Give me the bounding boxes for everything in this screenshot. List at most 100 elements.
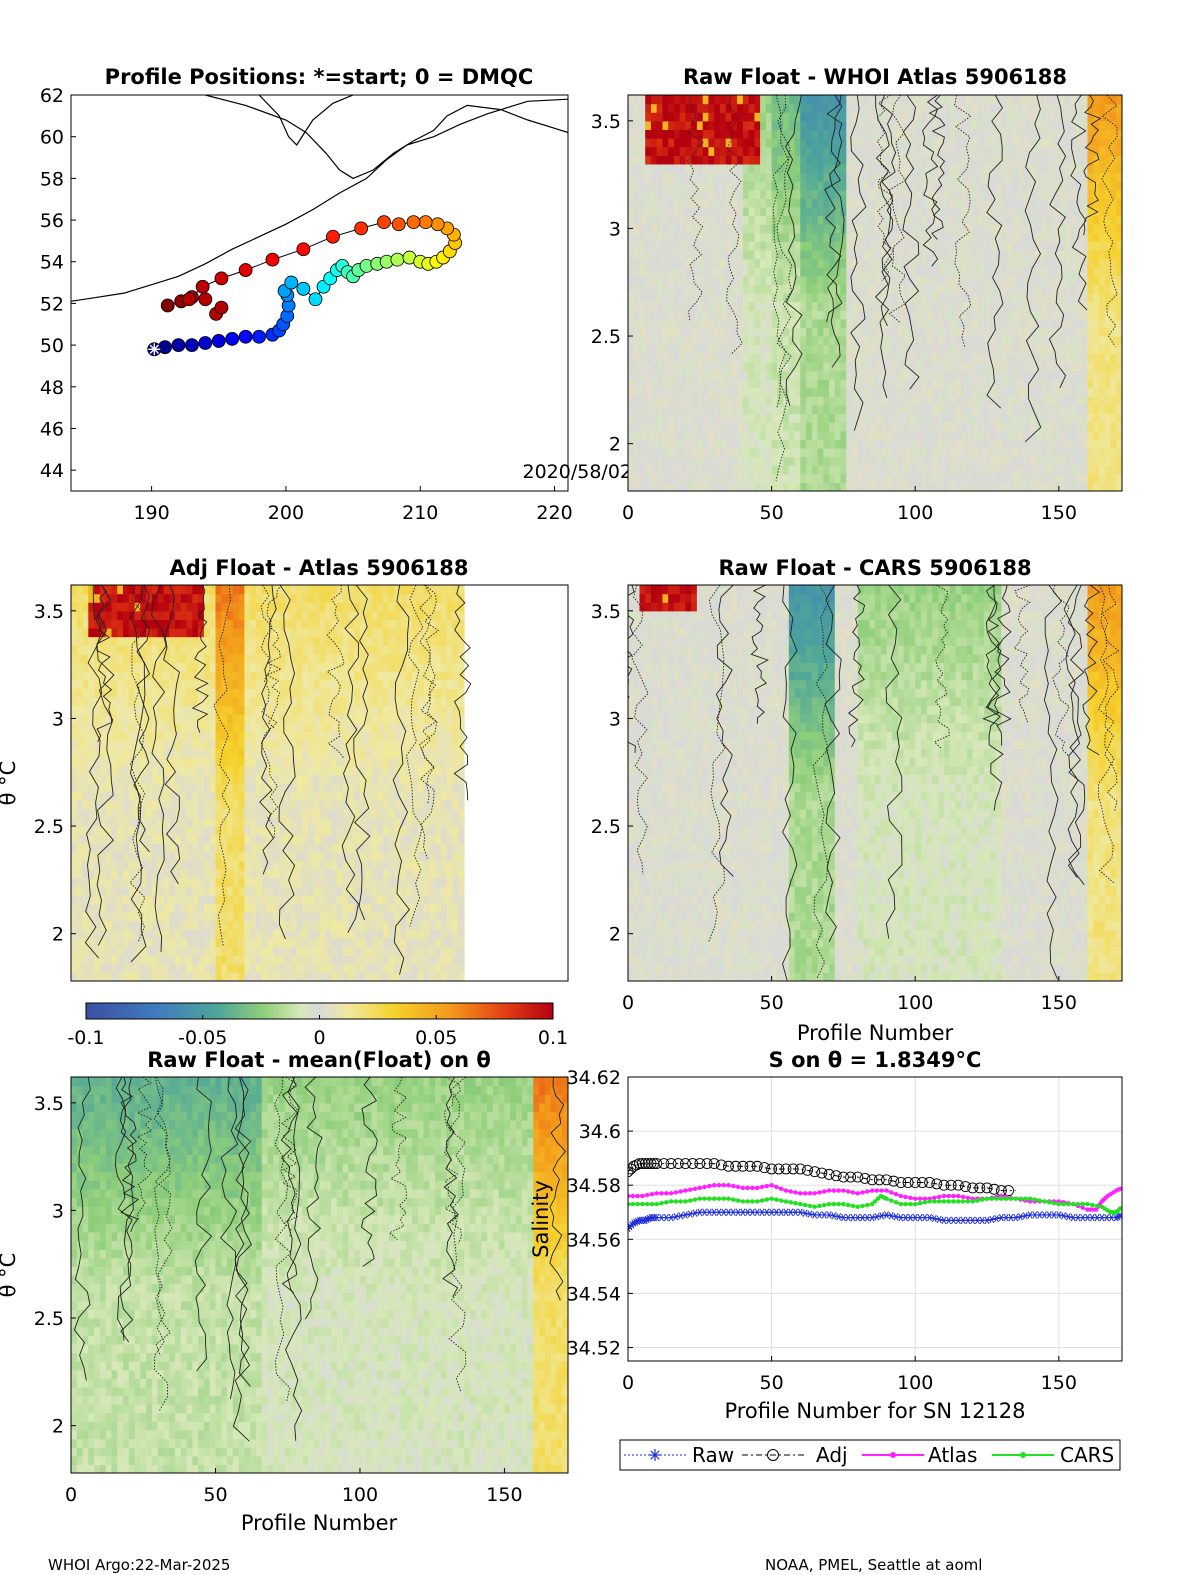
adj-float-atlas-panel: Adj Float - Atlas 5906188 2 2.5 3 3.5 θ °C — [0, 556, 569, 982]
profile-position-marker — [418, 215, 433, 230]
anomaly-field — [628, 95, 1122, 491]
cars-marker — [726, 1196, 731, 1201]
atlas-marker — [802, 1191, 808, 1196]
profile-position-marker — [377, 215, 391, 230]
raw-marker — [1016, 1213, 1025, 1221]
x-tick-label: 210 — [402, 502, 438, 524]
legend-label: CARS — [1060, 1443, 1114, 1467]
cars-marker — [731, 1197, 736, 1202]
atlas-marker — [922, 1196, 927, 1201]
cars-marker — [936, 1199, 942, 1204]
y-tick-label: 34.6 — [579, 1121, 621, 1143]
cars-marker — [778, 1198, 784, 1203]
salinity-on-theta-panel: S on θ = 1.8349°C 0 50 100 150 34.52 34.54 34.… — [529, 1048, 1123, 1471]
x-tick-label: 100 — [342, 1484, 378, 1506]
profile-position-marker — [225, 331, 240, 346]
atlas-marker — [884, 1188, 889, 1193]
atlas-marker — [817, 1190, 822, 1195]
atlas-marker — [759, 1184, 765, 1190]
y-tick-label: 3.5 — [591, 601, 621, 623]
raw-marker — [691, 1209, 700, 1217]
adj-marker — [758, 1162, 770, 1174]
coastline — [258, 95, 354, 146]
cars-marker — [893, 1200, 899, 1205]
atlas-marker — [913, 1196, 918, 1201]
x-tick-label: 50 — [760, 992, 784, 1014]
cars-marker — [970, 1199, 975, 1204]
adj-marker — [967, 1182, 979, 1194]
cars-marker — [994, 1196, 999, 1201]
atlas-marker — [889, 1190, 894, 1195]
atlas-marker — [692, 1186, 698, 1191]
raw-marker — [796, 1208, 805, 1216]
ylabel-salinity: Salinity — [529, 1180, 553, 1258]
atlas-marker — [960, 1194, 966, 1200]
cars-marker — [1085, 1201, 1090, 1207]
adj-marker — [672, 1158, 684, 1170]
atlas-marker — [750, 1185, 755, 1191]
cars-marker — [1094, 1203, 1100, 1209]
cars-marker — [707, 1196, 712, 1201]
cars-marker — [802, 1202, 808, 1208]
y-tick-label: 34.62 — [567, 1067, 621, 1089]
y-tick-label: 34.54 — [567, 1283, 621, 1305]
atlas-marker — [678, 1189, 683, 1194]
axes-box-raw-mean — [70, 1076, 569, 1474]
atlas-marker — [798, 1191, 803, 1196]
atlas-marker — [721, 1182, 726, 1188]
atlas-marker — [903, 1194, 908, 1200]
atlas-marker — [936, 1194, 942, 1200]
x-tick-label: 0 — [622, 1372, 634, 1394]
cars-marker — [1075, 1201, 1081, 1207]
panel-title-raw-atlas: Raw Float - WHOI Atlas 5906188 — [683, 65, 1067, 89]
atlas-marker — [778, 1186, 784, 1191]
x-tick-label: 150 — [1041, 992, 1077, 1014]
cars-marker — [817, 1203, 822, 1209]
legend-entry-atlas: Atlas — [862, 1443, 977, 1467]
adj-marker — [909, 1177, 921, 1188]
atlas-marker — [640, 1193, 645, 1199]
raw-marker — [1059, 1212, 1068, 1220]
anomaly-field — [628, 585, 1122, 981]
atlas-marker — [755, 1185, 760, 1191]
y-tick-label: 3 — [609, 708, 621, 730]
cars-marker — [1023, 1196, 1028, 1201]
y-tick-label: 60 — [40, 127, 64, 149]
x-tick-label: 0 — [622, 992, 634, 1014]
y-tick-label: 2.5 — [34, 1308, 64, 1330]
cars-marker — [903, 1201, 908, 1207]
cars-marker — [1013, 1196, 1018, 1201]
y-tick-label: 3.5 — [591, 111, 621, 133]
x-tick-label: 100 — [897, 502, 933, 524]
salinity-legend: Raw Adj Atlas CARS — [619, 1439, 1121, 1471]
cars-marker — [635, 1201, 640, 1207]
cars-marker — [875, 1196, 881, 1201]
ylabel-adj-atlas: θ °C — [0, 761, 20, 806]
legend-entry-cars: CARS — [992, 1443, 1114, 1467]
contour-lines — [73, 1077, 566, 1442]
raw-marker — [930, 1214, 939, 1223]
adj-marker — [679, 1158, 691, 1170]
cars-marker — [793, 1201, 798, 1206]
raw-marker — [686, 1210, 695, 1218]
profile-position-marker — [184, 338, 199, 353]
adj-marker — [845, 1171, 857, 1183]
atlas-marker — [628, 1193, 631, 1199]
x-tick-label: 220 — [536, 502, 572, 524]
cars-marker — [721, 1196, 726, 1201]
cars-marker — [1008, 1196, 1014, 1201]
y-tick-label: 62 — [40, 85, 64, 107]
cars-marker — [884, 1196, 889, 1201]
raw-marker — [887, 1212, 896, 1220]
raw-marker — [925, 1213, 934, 1222]
atlas-marker — [946, 1193, 951, 1199]
adj-marker — [730, 1160, 742, 1172]
raw-marker — [868, 1213, 877, 1222]
profile-position-marker — [308, 292, 323, 307]
atlas-marker — [807, 1191, 813, 1196]
atlas-marker — [745, 1185, 750, 1191]
cars-marker — [956, 1199, 961, 1204]
cars-marker — [673, 1199, 679, 1204]
panel-title-salinity: S on θ = 1.8349°C — [769, 1048, 982, 1072]
cars-marker — [628, 1201, 631, 1207]
